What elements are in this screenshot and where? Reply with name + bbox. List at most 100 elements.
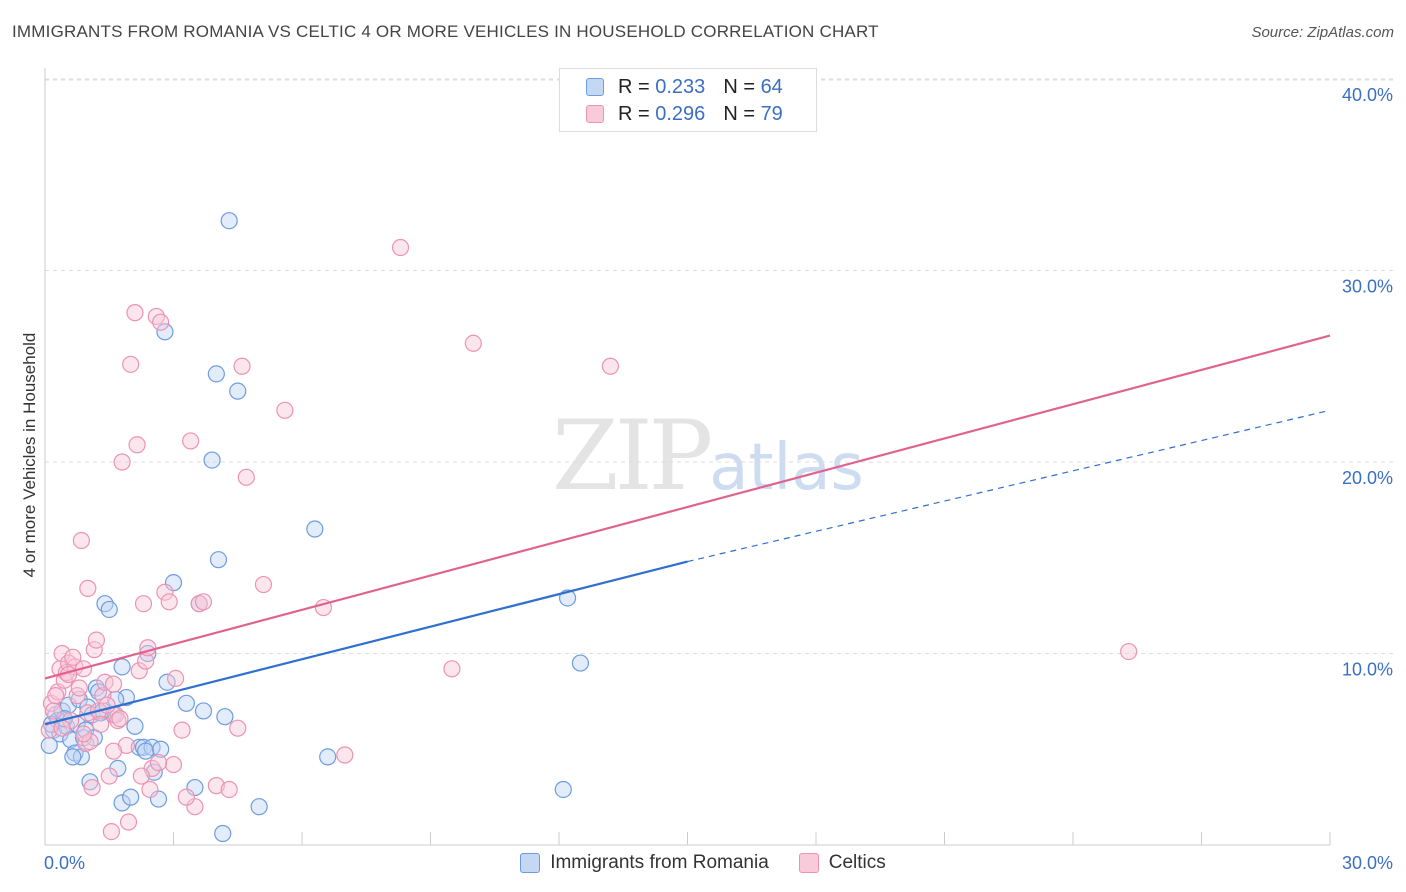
romania-point [571, 654, 590, 672]
celtics-point [100, 767, 118, 785]
romania-point [149, 790, 168, 808]
y-tick-label: 20.0% [1342, 468, 1393, 488]
legend-row-celtics: R = 0.296 N = 79 [586, 102, 783, 126]
celtics-point [113, 453, 131, 471]
celtics-point [122, 355, 140, 373]
celtics-point [92, 715, 110, 733]
celtics-point [182, 432, 200, 450]
celtics-point [130, 662, 148, 680]
romania-point [126, 717, 144, 735]
celtics-point [254, 575, 273, 594]
watermark-zip: ZIP [552, 400, 713, 512]
celtics-point [83, 778, 101, 797]
celtics-point [177, 788, 195, 806]
stats-legend: R = 0.233 N = 64 R = 0.296 N = 79 [559, 68, 817, 132]
celtics-point [173, 721, 191, 739]
celtics-point [79, 579, 97, 597]
celtics-point [134, 595, 153, 613]
celtics-point [64, 648, 82, 666]
romania-point [220, 212, 238, 230]
celtics-point [104, 675, 123, 693]
romania-point [117, 688, 135, 707]
legend-r-value: 0.233 [655, 75, 706, 98]
watermark: ZIPatlas [552, 400, 864, 512]
celtics-point [164, 755, 183, 774]
romania-trend-line [44, 560, 688, 726]
celtics-point [220, 780, 238, 799]
romania-point [113, 794, 131, 812]
romania-point [177, 694, 195, 712]
celtics-point [336, 746, 354, 764]
source-label: Source: ZipAtlas.com [1251, 24, 1394, 41]
series-legend: Immigrants from Romania Celtics [0, 852, 1406, 874]
x-tick-label: 30.0% [1342, 853, 1393, 873]
celtics-point [104, 742, 123, 760]
celtics-point [126, 304, 144, 322]
romania-point [250, 798, 268, 816]
y-tick-label: 10.0% [1342, 660, 1393, 680]
watermark-atlas: atlas [709, 431, 864, 505]
celtics-point [207, 777, 225, 795]
chart-title: IMMIGRANTS FROM ROMANIA VS CELTIC 4 OR M… [12, 22, 879, 41]
x-tick-label: 0.0% [44, 853, 85, 873]
romania-point [209, 551, 228, 569]
celtics-point [160, 593, 178, 611]
y-tick-label: 40.0% [1342, 85, 1393, 105]
romania-point [113, 658, 131, 676]
romania-point [319, 748, 337, 766]
celtics-point [47, 687, 65, 705]
celtics-point [141, 780, 159, 799]
celtics-point [94, 687, 112, 705]
celtics-point [233, 357, 251, 375]
celtics-point [601, 357, 620, 375]
celtics-point [53, 719, 71, 737]
celtics-point [102, 822, 120, 841]
celtics-point [87, 631, 106, 649]
legend-n-value: 64 [760, 75, 783, 98]
legend-label-celtics: Celtics [828, 852, 886, 873]
legend-item-celtics: Celtics [798, 852, 886, 874]
celtics-point [137, 652, 155, 670]
romania-point [214, 824, 232, 843]
celtics-point [186, 798, 204, 816]
celtics-point [229, 719, 247, 737]
romania-point [156, 323, 174, 341]
celtics-point [40, 721, 58, 739]
romania-point [64, 748, 82, 766]
romania-swatch [520, 853, 541, 873]
celtics-point [53, 644, 71, 663]
celtics-point [74, 725, 93, 743]
legend-r-label: R = [618, 102, 650, 125]
celtics-point [152, 313, 170, 331]
romania-point [137, 742, 155, 760]
legend-item-romania: Immigrants from Romania [520, 852, 769, 874]
celtics-point [72, 531, 91, 550]
celtics-point [149, 754, 168, 772]
celtics-point [167, 669, 185, 687]
romania-point [158, 673, 176, 691]
celtics-point [1120, 642, 1138, 661]
celtics-trend-line [44, 334, 1331, 680]
legend-label-romania: Immigrants from Romania [550, 852, 769, 873]
romania-point [554, 780, 572, 799]
celtics-point [237, 468, 255, 486]
romania-point [203, 451, 221, 469]
romania-point [207, 365, 225, 383]
celtics-swatch [798, 853, 819, 873]
romania-point [229, 382, 247, 400]
celtics-point [391, 238, 410, 257]
romania-point [122, 788, 140, 806]
celtics-point [128, 436, 146, 454]
celtics-point [464, 334, 482, 352]
legend-n-label: N = [723, 75, 755, 98]
romania-point [194, 702, 213, 720]
legend-n-value: 79 [760, 102, 783, 125]
celtics-point [111, 710, 129, 728]
romania-point [306, 520, 324, 538]
romania-point [164, 574, 183, 592]
romania-point [100, 600, 118, 619]
romania-point [152, 740, 170, 758]
celtics-point [119, 813, 138, 831]
legend-r-value: 0.296 [655, 102, 706, 125]
y-tick-label: 30.0% [1342, 277, 1393, 297]
